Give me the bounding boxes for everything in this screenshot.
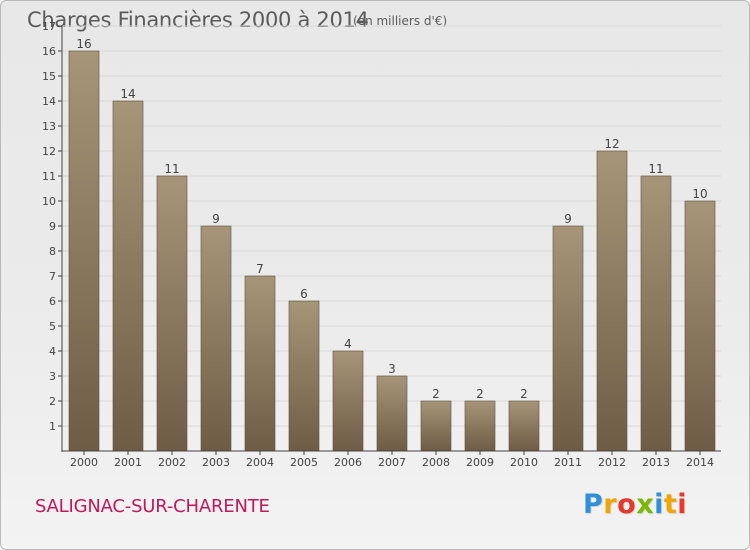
x-tick-label: 2011 — [554, 456, 582, 469]
data-label: 14 — [120, 87, 135, 101]
data-label: 12 — [604, 137, 619, 151]
chart-subtitle: (en milliers d'€) — [353, 14, 448, 28]
brand-letter: i — [654, 489, 664, 520]
bar — [332, 350, 364, 452]
brand-letter: x — [636, 489, 655, 520]
x-tick-label: 2010 — [510, 456, 538, 469]
brand-letter: t — [663, 489, 678, 520]
bar — [112, 100, 144, 452]
data-label: 2 — [476, 387, 484, 401]
x-tick-label: 2005 — [290, 456, 318, 469]
brand-letter: P — [583, 489, 604, 520]
proxiti-logo: Proxiti — [583, 489, 687, 520]
data-label: 6 — [300, 287, 308, 301]
y-tick-label: 4 — [49, 345, 56, 358]
x-tick-label: 2006 — [334, 456, 362, 469]
data-label: 3 — [388, 362, 396, 376]
y-tick-label: 1 — [49, 420, 56, 433]
y-tick-label: 10 — [42, 195, 56, 208]
y-tick-label: 15 — [42, 70, 56, 83]
bar — [552, 225, 584, 452]
x-tick-label: 2007 — [378, 456, 406, 469]
y-tick-label: 16 — [42, 45, 56, 58]
data-label: 11 — [164, 162, 179, 176]
x-tick-label: 2001 — [114, 456, 142, 469]
y-tick-label: 2 — [49, 395, 56, 408]
bar — [420, 400, 452, 452]
brand-letter: o — [617, 489, 637, 520]
y-tick-label: 9 — [49, 220, 56, 233]
y-tick-label: 11 — [42, 170, 56, 183]
x-tick-label: 2004 — [246, 456, 274, 469]
data-label: 9 — [564, 212, 572, 226]
bar — [156, 175, 188, 452]
bar — [376, 375, 408, 452]
y-tick-label: 14 — [42, 95, 56, 108]
x-tick-label: 2012 — [598, 456, 626, 469]
y-tick-label: 17 — [42, 20, 56, 33]
brand-letter: i — [677, 489, 688, 520]
brand-letter: r — [603, 489, 618, 520]
x-tick-label: 2008 — [422, 456, 450, 469]
bar — [508, 400, 540, 452]
bar — [596, 150, 628, 452]
y-tick-label: 6 — [49, 295, 56, 308]
x-tick-label: 2013 — [642, 456, 670, 469]
data-label: 2 — [432, 387, 440, 401]
bar — [640, 175, 672, 452]
commune-name: SALIGNAC-SUR-CHARENTE — [35, 496, 270, 517]
data-label: 7 — [256, 262, 264, 276]
x-tick-label: 2002 — [158, 456, 186, 469]
bars: 16 14 11 9 7 6 4 3 2 2 2 9 12 11 10 — [68, 37, 716, 452]
x-tick-label: 2014 — [686, 456, 714, 469]
data-label: 9 — [212, 212, 220, 226]
chart-title: Charges Financières 2000 à 2014 — [27, 8, 369, 32]
x-tick-label: 2009 — [466, 456, 494, 469]
y-tick-label: 13 — [42, 120, 56, 133]
y-tick-label: 8 — [49, 245, 56, 258]
y-tick-label: 5 — [49, 320, 56, 333]
y-tick-label: 3 — [49, 370, 56, 383]
data-label: 4 — [344, 337, 352, 351]
bar — [288, 300, 320, 452]
bar — [684, 200, 716, 452]
bar — [464, 400, 496, 452]
bar — [244, 275, 276, 452]
x-tick-label: 2000 — [70, 456, 98, 469]
data-label: 16 — [76, 37, 91, 51]
y-tick-label: 12 — [42, 145, 56, 158]
x-tick-label: 2003 — [202, 456, 230, 469]
data-label: 10 — [692, 187, 707, 201]
data-label: 11 — [648, 162, 663, 176]
bar — [200, 225, 232, 452]
y-tick-label: 7 — [49, 270, 56, 283]
bar — [68, 50, 100, 452]
data-label: 2 — [520, 387, 528, 401]
